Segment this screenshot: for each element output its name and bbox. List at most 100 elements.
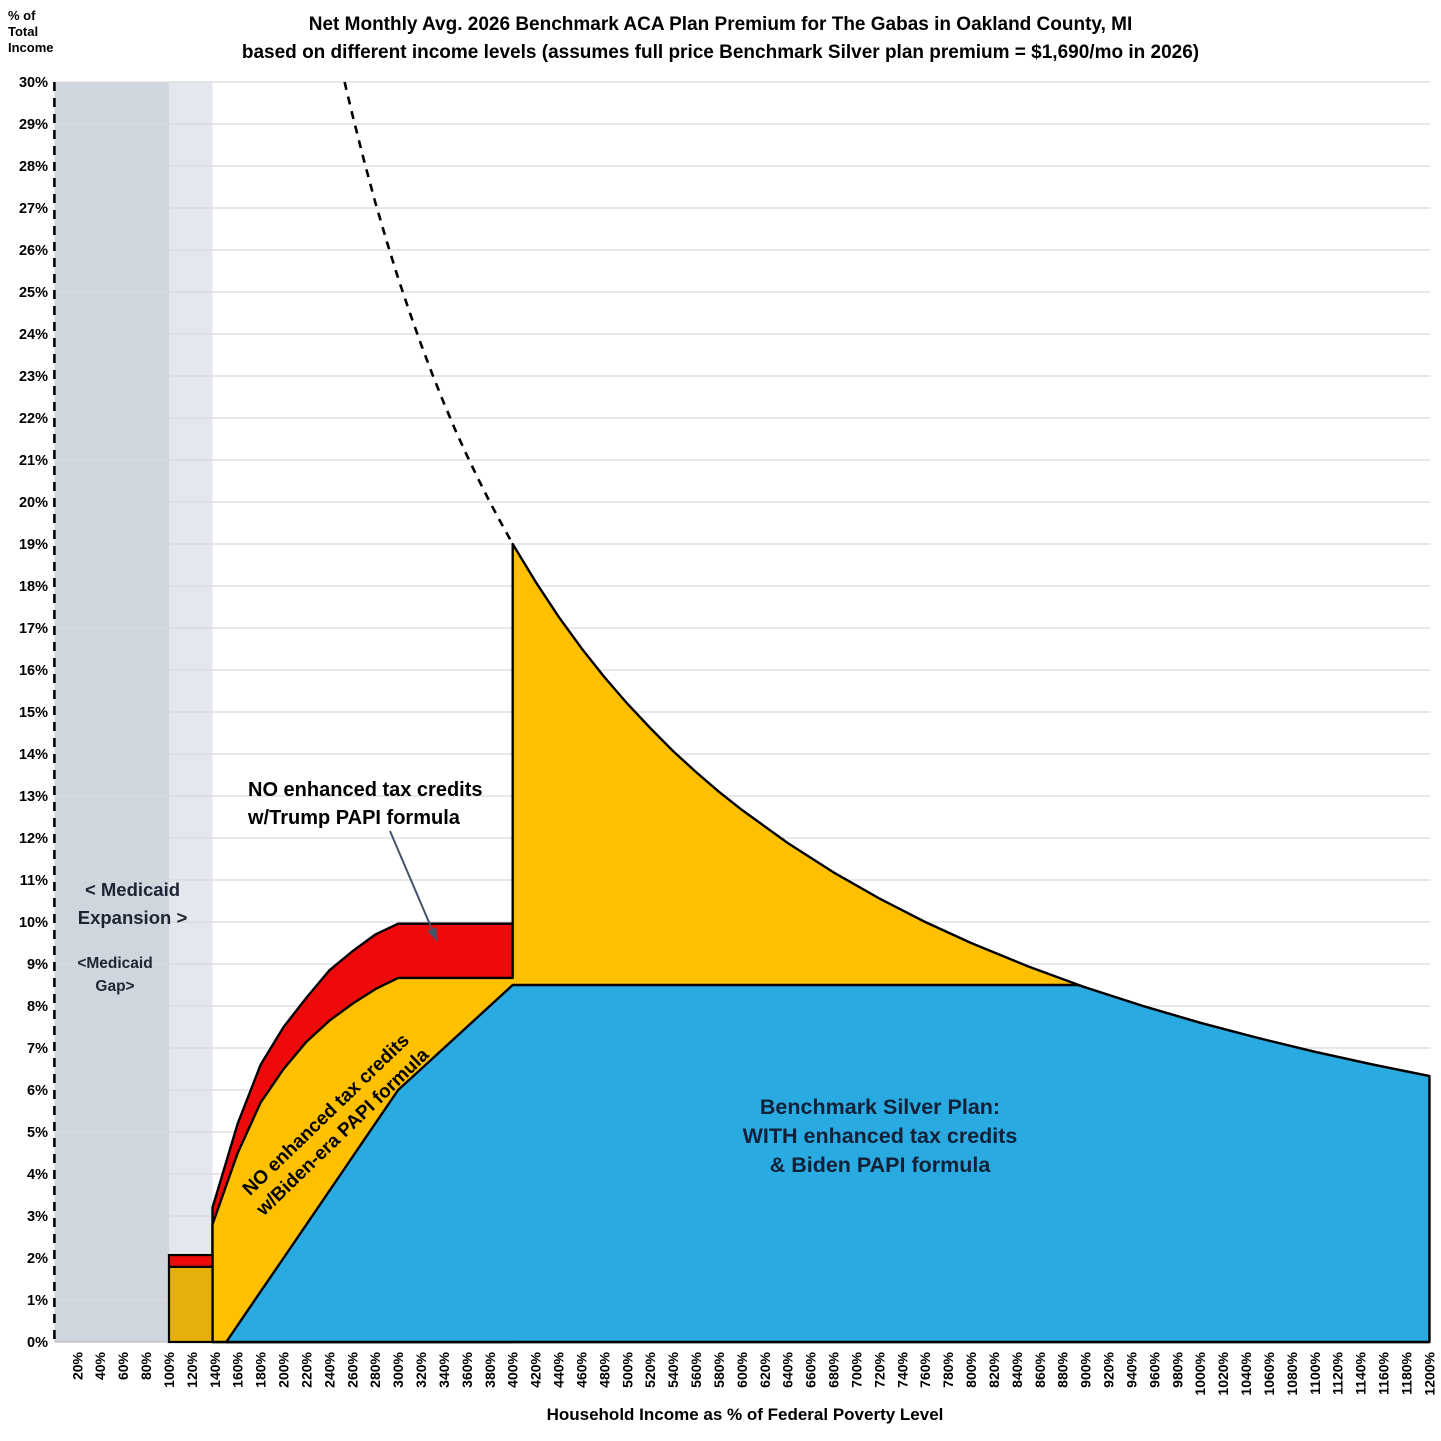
y-tick-label-21%: 21% xyxy=(19,453,48,469)
y-tick-label-4%: 4% xyxy=(27,1167,48,1183)
x-tick-label-900%: 900% xyxy=(1078,1351,1094,1387)
blue-label-line2: WITH enhanced tax credits xyxy=(742,1124,1018,1148)
x-tick-label-720%: 720% xyxy=(871,1351,887,1387)
x-tick-label-920%: 920% xyxy=(1101,1351,1117,1387)
y-tick-label-22%: 22% xyxy=(19,411,48,427)
y-tick-label-25%: 25% xyxy=(19,285,48,301)
y-tick-label-15%: 15% xyxy=(19,705,48,721)
trump-arrow-head xyxy=(427,927,437,941)
chart-title-line1: Net Monthly Avg. 2026 Benchmark ACA Plan… xyxy=(308,14,1133,35)
x-tick-label-380%: 380% xyxy=(482,1351,498,1387)
y-tick-label-16%: 16% xyxy=(19,663,48,679)
x-tick-label-660%: 660% xyxy=(803,1351,819,1387)
x-tick-label-1160%: 1160% xyxy=(1376,1351,1392,1394)
x-tick-label-360%: 360% xyxy=(459,1351,475,1387)
y-tick-label-17%: 17% xyxy=(19,621,48,637)
x-tick-label-80%: 80% xyxy=(138,1351,154,1380)
x-tick-label-1080%: 1080% xyxy=(1284,1351,1300,1395)
benchmark-silver-plan-label: Benchmark Silver Plan: WITH enhanced tax… xyxy=(640,1093,1120,1180)
y-tick-label-9%: 9% xyxy=(27,957,48,973)
x-tick-label-1020%: 1020% xyxy=(1215,1351,1231,1395)
x-tick-label-960%: 960% xyxy=(1146,1351,1162,1387)
x-tick-label-100%: 100% xyxy=(161,1351,177,1387)
x-tick-label-260%: 260% xyxy=(344,1351,360,1387)
y-tick-label-24%: 24% xyxy=(19,327,48,343)
x-tick-label-640%: 640% xyxy=(780,1351,796,1387)
y-axis-unit-label: % of Total Income xyxy=(8,8,54,56)
x-tick-label-880%: 880% xyxy=(1055,1351,1071,1387)
dashed-curves xyxy=(53,81,514,1342)
y-tick-label-18%: 18% xyxy=(19,579,48,595)
x-tick-label-320%: 320% xyxy=(413,1351,429,1387)
x-tick-label-1180%: 1180% xyxy=(1399,1351,1415,1394)
x-tick-label-1060%: 1060% xyxy=(1261,1351,1277,1395)
x-tick-label-540%: 540% xyxy=(665,1351,681,1387)
y-tick-label-14%: 14% xyxy=(19,747,48,763)
x-tick-label-240%: 240% xyxy=(321,1351,337,1387)
y-tick-label-8%: 8% xyxy=(27,999,48,1015)
x-tick-label-460%: 460% xyxy=(574,1351,590,1387)
medicaid-expansion-line2: Expansion > xyxy=(77,907,188,928)
x-tick-label-40%: 40% xyxy=(92,1351,108,1380)
x-axis-title: Household Income as % of Federal Poverty… xyxy=(546,1405,944,1424)
x-tick-label-680%: 680% xyxy=(826,1351,842,1387)
x-tick-label-1140%: 1140% xyxy=(1353,1351,1369,1394)
x-axis-tick-labels: 20% 40% 60% 80% 100% 120% 140% 160% 180% 200% 220%… xyxy=(69,1351,1437,1395)
x-tick-label-600%: 600% xyxy=(734,1351,750,1387)
x-tick-label-1000%: 1000% xyxy=(1192,1351,1208,1395)
blue-label-line1: Benchmark Silver Plan: xyxy=(759,1095,1001,1119)
x-tick-label-480%: 480% xyxy=(596,1351,612,1387)
y-tick-label-28%: 28% xyxy=(19,159,48,175)
x-tick-label-520%: 520% xyxy=(642,1351,658,1387)
medicaid-expansion-line1: < Medicaid xyxy=(84,879,181,900)
x-tick-label-800%: 800% xyxy=(963,1351,979,1387)
x-tick-label-740%: 740% xyxy=(894,1351,910,1387)
y-axis-unit-line1: % of xyxy=(8,8,36,23)
data-areas xyxy=(167,542,1431,1344)
y-tick-label-12%: 12% xyxy=(19,831,48,847)
y-tick-label-29%: 29% xyxy=(19,117,48,133)
x-tick-label-220%: 220% xyxy=(299,1351,315,1387)
x-tick-label-1200%: 1200% xyxy=(1421,1351,1437,1395)
x-tick-label-160%: 160% xyxy=(230,1351,246,1387)
x-tick-label-280%: 280% xyxy=(367,1351,383,1387)
y-tick-label-19%: 19% xyxy=(19,537,48,553)
trump-arrow-line xyxy=(389,830,438,942)
x-tick-label-940%: 940% xyxy=(1124,1351,1140,1387)
y-tick-label-27%: 27% xyxy=(19,201,48,217)
trump-annotation-arrow xyxy=(389,830,438,942)
x-tick-label-340%: 340% xyxy=(436,1351,452,1387)
x-tick-label-780%: 780% xyxy=(940,1351,956,1387)
x-tick-label-580%: 580% xyxy=(711,1351,727,1387)
blue-area-enhanced-credits xyxy=(225,983,1431,1344)
x-tick-label-60%: 60% xyxy=(115,1351,131,1380)
x-tick-label-700%: 700% xyxy=(849,1351,865,1387)
x-tick-label-760%: 760% xyxy=(917,1351,933,1387)
x-tick-label-1120%: 1120% xyxy=(1330,1351,1346,1394)
x-tick-label-120%: 120% xyxy=(184,1351,200,1387)
trump-label-line2: w/Trump PAPI formula xyxy=(248,807,460,829)
y-tick-label-3%: 3% xyxy=(27,1209,48,1225)
full-price-dashed-curve xyxy=(343,81,514,545)
y-tick-label-1%: 1% xyxy=(27,1293,48,1309)
no-enhanced-credits-trump-label: NO enhanced tax credits w/Trump PAPI for… xyxy=(248,776,483,832)
x-tick-label-140%: 140% xyxy=(207,1351,223,1387)
x-tick-label-180%: 180% xyxy=(253,1351,269,1387)
medicaid-expansion-label: < Medicaid Expansion > xyxy=(30,876,235,932)
y-tick-label-13%: 13% xyxy=(19,789,48,805)
x-tick-label-1040%: 1040% xyxy=(1238,1351,1254,1395)
x-tick-label-500%: 500% xyxy=(619,1351,635,1387)
y-tick-label-26%: 26% xyxy=(19,243,48,259)
x-tick-label-300%: 300% xyxy=(390,1351,406,1387)
x-tick-label-860%: 860% xyxy=(1032,1351,1048,1387)
medicaid-gap-line1: <Medicaid xyxy=(77,955,153,972)
x-tick-label-620%: 620% xyxy=(757,1351,773,1387)
x-tick-label-980%: 980% xyxy=(1169,1351,1185,1387)
y-axis-unit-line2: Total xyxy=(8,24,39,39)
red-cap-bar-100-138 xyxy=(167,1253,214,1268)
x-tick-label-200%: 200% xyxy=(276,1351,292,1387)
x-tick-label-20%: 20% xyxy=(69,1351,85,1380)
medicaid-gap-label: <Medicaid Gap> xyxy=(30,952,200,998)
